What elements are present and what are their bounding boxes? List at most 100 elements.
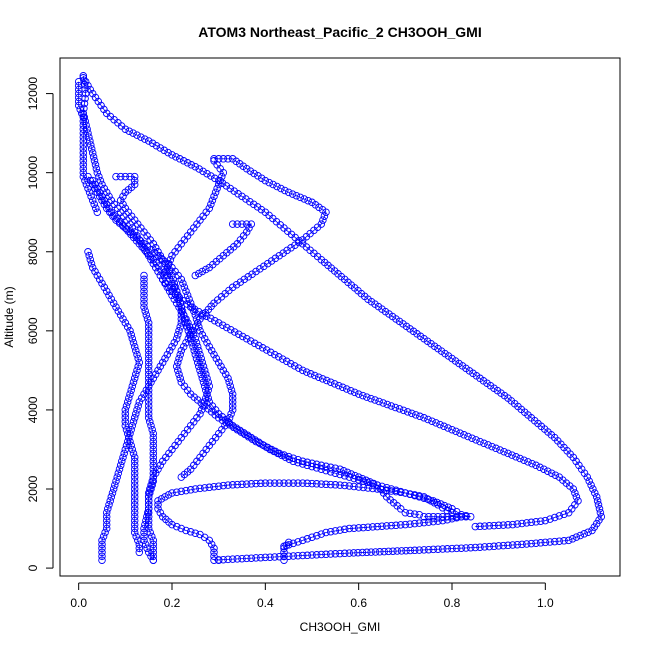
data-point (312, 551, 321, 559)
data-point (373, 522, 382, 531)
data-point (354, 548, 362, 557)
data-point (79, 161, 88, 169)
data-point (494, 521, 503, 530)
data-point (81, 176, 89, 185)
data-point (224, 481, 232, 489)
data-point (144, 520, 153, 529)
series-14 (191, 220, 256, 280)
x-axis: 0.0 0.2 0.4 0.6 0.8 1.0 (70, 582, 554, 610)
data-point (168, 251, 176, 260)
data-point (130, 342, 139, 351)
y-tick-label: 4000 (26, 396, 40, 423)
data-point (237, 428, 245, 436)
data-point (74, 81, 83, 90)
data-point (532, 539, 540, 547)
data-point (115, 465, 124, 473)
data-point (476, 437, 484, 446)
data-point (130, 528, 139, 537)
data-point (308, 479, 316, 488)
data-point (240, 429, 248, 437)
data-point (410, 546, 419, 555)
data-point (378, 485, 386, 494)
x-tick-label: 0.4 (257, 596, 274, 610)
data-point (528, 459, 536, 468)
data-point (415, 492, 424, 500)
data-point (144, 338, 153, 347)
data-point (395, 405, 404, 413)
data-point (133, 131, 141, 139)
data-point (550, 513, 559, 522)
data-point (354, 483, 363, 491)
data-point (177, 303, 186, 311)
data-point (443, 545, 452, 553)
data-point (391, 403, 400, 412)
data-point (471, 522, 480, 531)
data-point (140, 295, 148, 303)
x-tick-label: 0.6 (350, 596, 367, 610)
data-point (144, 331, 153, 339)
data-point (238, 480, 246, 489)
data-point (379, 399, 387, 407)
data-point (339, 467, 348, 475)
data-point (359, 391, 367, 400)
data-point (448, 508, 456, 517)
data-point (98, 544, 106, 553)
data-point (74, 77, 83, 86)
data-point (436, 420, 444, 429)
data-point (308, 551, 316, 559)
data-point (253, 203, 262, 211)
data-point (242, 164, 251, 173)
data-point (134, 402, 142, 410)
data-point (212, 354, 221, 363)
data-point (275, 449, 284, 458)
data-point (130, 524, 139, 533)
data-point (269, 180, 277, 189)
data-point (191, 350, 200, 359)
data-point (88, 263, 97, 272)
data-point (298, 460, 307, 468)
data-point (232, 424, 241, 432)
x-tick-label: 0.0 (70, 596, 87, 610)
data-point (572, 457, 580, 466)
data-point (146, 418, 154, 426)
data-point (306, 370, 315, 378)
data-point (140, 390, 148, 398)
data-point (79, 153, 88, 161)
data-point (504, 521, 512, 529)
data-point (312, 531, 321, 540)
data-point (214, 556, 223, 564)
data-point (129, 129, 137, 137)
y-tick-label: 6000 (26, 317, 40, 344)
data-point (85, 251, 93, 260)
data-point (295, 238, 303, 247)
data-point (198, 331, 207, 339)
data-point (322, 376, 331, 385)
data-point (252, 479, 260, 488)
data-point (244, 433, 253, 441)
data-point (336, 465, 344, 473)
data-point (369, 479, 378, 488)
data-point (144, 390, 153, 398)
data-point (154, 366, 162, 375)
data-point (98, 556, 106, 564)
data-point (219, 155, 228, 163)
data-point (149, 429, 158, 438)
data-point (144, 137, 153, 145)
data-point (429, 517, 438, 526)
data-point (144, 414, 153, 422)
data-point (331, 550, 340, 558)
data-point (572, 493, 581, 501)
data-point (176, 374, 184, 383)
data-point (147, 378, 155, 386)
data-point (172, 287, 181, 296)
data-point (130, 461, 139, 470)
data-point (540, 465, 548, 473)
data-point (164, 148, 172, 157)
data-point (144, 366, 153, 375)
data-point (182, 338, 190, 347)
data-point (326, 527, 335, 536)
data-point (179, 279, 187, 288)
data-point (303, 535, 312, 543)
data-point (480, 522, 489, 530)
data-point (218, 172, 226, 181)
